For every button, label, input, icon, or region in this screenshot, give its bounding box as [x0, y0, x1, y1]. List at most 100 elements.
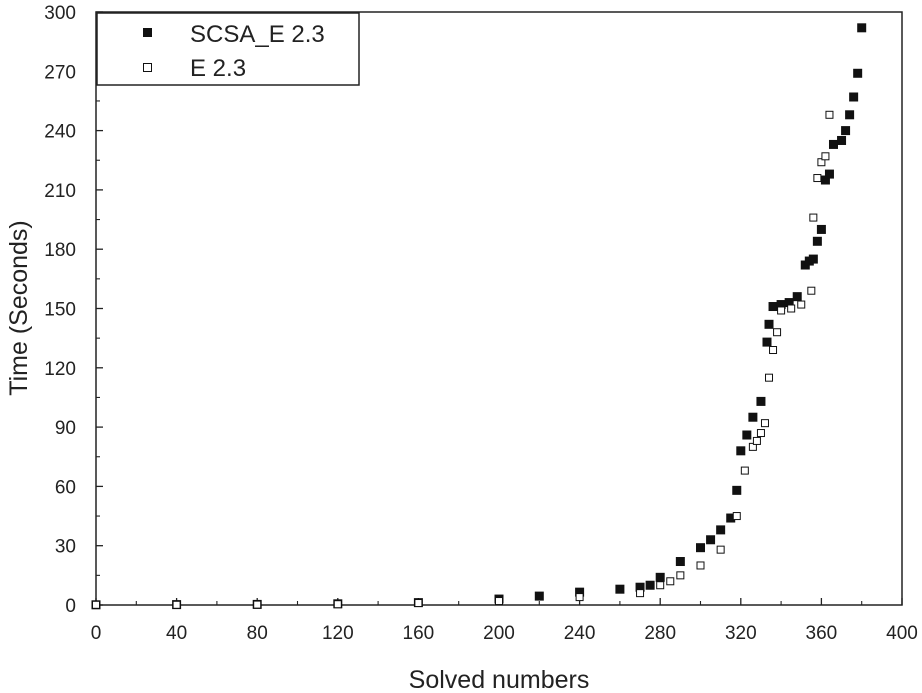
marker-point — [769, 346, 778, 355]
marker-point — [762, 337, 772, 347]
series-e — [92, 110, 834, 609]
marker-point — [849, 92, 859, 102]
marker-point — [756, 396, 766, 406]
marker-point — [808, 254, 818, 264]
marker-point — [172, 600, 181, 609]
x-tick-label: 200 — [483, 623, 515, 644]
marker-point — [666, 577, 675, 586]
marker-point — [716, 545, 725, 554]
x-tick-label: 40 — [166, 623, 187, 644]
marker-point — [809, 213, 818, 222]
x-tick-label: 0 — [91, 623, 102, 644]
marker-point — [92, 600, 100, 609]
legend: SCSA_E 2.3 E 2.3 — [96, 12, 360, 86]
x-tick-label: 120 — [322, 623, 354, 644]
legend-label-e: E 2.3 — [190, 55, 246, 82]
marker-point — [760, 419, 769, 428]
x-tick-label: 80 — [247, 623, 268, 644]
marker-point — [655, 572, 665, 582]
legend-marker-scsa — [143, 28, 152, 37]
marker-point — [656, 581, 665, 590]
marker-point — [253, 600, 262, 609]
marker-point — [716, 525, 726, 535]
marker-point — [857, 23, 867, 33]
y-tick-label: 180 — [44, 240, 76, 261]
marker-point — [797, 300, 806, 309]
marker-point — [845, 110, 855, 120]
marker-point — [696, 561, 705, 570]
marker-point — [748, 412, 758, 422]
marker-point — [773, 328, 782, 337]
marker-point — [333, 600, 342, 609]
x-tick-label: 360 — [806, 623, 838, 644]
y-tick-label: 300 — [44, 3, 76, 24]
marker-point — [824, 169, 834, 179]
marker-point — [645, 580, 655, 590]
marker-point — [752, 436, 761, 445]
marker-point — [696, 543, 705, 553]
legend-label-scsa: SCSA_E 2.3 — [190, 21, 325, 48]
marker-point — [740, 466, 749, 475]
y-tick-label: 240 — [44, 122, 76, 143]
data-points — [91, 23, 867, 610]
marker-point — [764, 319, 774, 329]
marker-point — [615, 584, 625, 594]
marker-point — [816, 224, 826, 234]
marker-point — [784, 298, 794, 308]
marker-point — [841, 126, 851, 136]
legend-marker-e — [143, 63, 152, 72]
marker-point — [768, 302, 778, 312]
legend-box — [96, 12, 360, 86]
marker-point — [817, 158, 826, 167]
marker-point — [837, 135, 847, 145]
marker-point — [765, 373, 774, 382]
x-tick-label: 240 — [564, 623, 596, 644]
marker-point — [414, 599, 423, 608]
x-axis-title: Solved numbers — [409, 666, 590, 693]
marker-point — [748, 442, 757, 451]
y-axis-title: Time (Seconds) — [5, 220, 33, 396]
y-tick-label: 150 — [44, 300, 76, 321]
x-tick-label: 320 — [725, 623, 757, 644]
marker-point — [812, 236, 822, 246]
y-tick-label: 30 — [55, 537, 76, 558]
y-axis: 0 30 60 90 120 150 180 210 240 270 300 — [44, 3, 103, 617]
marker-point — [636, 589, 645, 598]
series-scsa-e — [91, 23, 867, 610]
marker-point — [635, 582, 645, 592]
x-tick-label: 280 — [644, 623, 676, 644]
marker-point — [495, 597, 503, 606]
marker-point — [787, 304, 796, 313]
marker-point — [676, 571, 685, 580]
marker-point — [813, 174, 822, 183]
marker-point — [575, 593, 584, 602]
marker-point — [756, 429, 765, 438]
marker-point — [706, 535, 716, 545]
y-tick-label: 270 — [44, 62, 76, 83]
marker-point — [732, 512, 741, 521]
y-tick-label: 90 — [55, 418, 76, 439]
marker-point — [534, 591, 544, 601]
marker-point — [821, 152, 830, 161]
marker-point — [726, 513, 736, 523]
marker-point — [742, 430, 752, 440]
marker-point — [807, 286, 816, 295]
marker-point — [675, 557, 685, 567]
y-tick-label: 0 — [65, 596, 76, 617]
y-tick-label: 210 — [44, 181, 76, 202]
marker-point — [736, 446, 746, 456]
x-tick-label: 400 — [886, 623, 918, 644]
marker-point — [825, 110, 834, 119]
marker-point — [732, 485, 742, 495]
x-tick-label: 160 — [403, 623, 435, 644]
y-tick-label: 120 — [44, 359, 76, 380]
marker-point — [792, 292, 802, 302]
marker-point — [828, 139, 838, 149]
marker-point — [853, 68, 863, 78]
y-tick-label: 60 — [55, 477, 76, 498]
marker-point — [777, 306, 786, 315]
marker-point — [575, 587, 585, 597]
marker-point — [776, 300, 786, 310]
marker-point — [820, 175, 830, 185]
